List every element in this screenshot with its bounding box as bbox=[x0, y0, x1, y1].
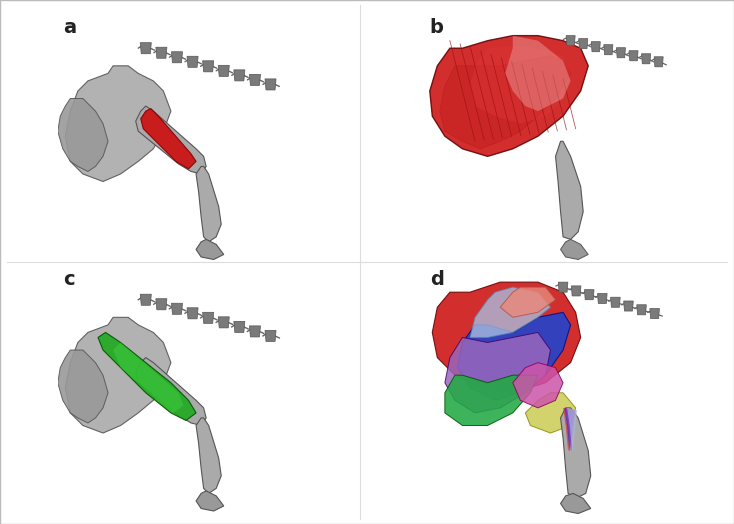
Polygon shape bbox=[265, 331, 276, 342]
Polygon shape bbox=[457, 312, 570, 400]
Polygon shape bbox=[556, 141, 584, 239]
Polygon shape bbox=[470, 287, 550, 337]
Polygon shape bbox=[58, 350, 108, 423]
Polygon shape bbox=[430, 36, 588, 156]
Polygon shape bbox=[136, 106, 206, 174]
Text: a: a bbox=[63, 18, 76, 37]
Polygon shape bbox=[617, 48, 625, 58]
Polygon shape bbox=[156, 47, 167, 58]
Polygon shape bbox=[578, 39, 588, 49]
Polygon shape bbox=[611, 297, 620, 307]
Polygon shape bbox=[218, 317, 229, 328]
Polygon shape bbox=[136, 357, 206, 425]
Polygon shape bbox=[445, 332, 550, 413]
Polygon shape bbox=[566, 36, 575, 46]
Polygon shape bbox=[561, 494, 591, 514]
Polygon shape bbox=[203, 61, 214, 72]
Polygon shape bbox=[98, 332, 196, 420]
Polygon shape bbox=[265, 79, 276, 90]
Polygon shape bbox=[65, 66, 171, 181]
Text: c: c bbox=[63, 269, 74, 289]
Polygon shape bbox=[203, 312, 214, 323]
Text: d: d bbox=[430, 269, 443, 289]
Polygon shape bbox=[113, 343, 184, 413]
Polygon shape bbox=[597, 293, 607, 303]
Polygon shape bbox=[432, 282, 581, 393]
Polygon shape bbox=[65, 318, 171, 433]
Polygon shape bbox=[196, 239, 224, 259]
Polygon shape bbox=[187, 308, 198, 319]
Polygon shape bbox=[440, 56, 570, 149]
Polygon shape bbox=[58, 99, 108, 171]
Polygon shape bbox=[563, 408, 573, 451]
Polygon shape bbox=[218, 66, 229, 77]
Polygon shape bbox=[140, 294, 151, 305]
Polygon shape bbox=[505, 36, 570, 111]
Text: b: b bbox=[430, 18, 443, 37]
Polygon shape bbox=[172, 52, 183, 63]
Polygon shape bbox=[561, 408, 591, 498]
Polygon shape bbox=[140, 42, 151, 54]
Polygon shape bbox=[234, 321, 245, 332]
Polygon shape bbox=[592, 42, 600, 52]
Polygon shape bbox=[445, 375, 538, 425]
Polygon shape bbox=[571, 286, 581, 296]
Polygon shape bbox=[470, 46, 570, 124]
Polygon shape bbox=[642, 54, 650, 64]
Polygon shape bbox=[566, 408, 576, 451]
Polygon shape bbox=[234, 70, 245, 81]
Polygon shape bbox=[567, 408, 577, 451]
Polygon shape bbox=[141, 108, 196, 169]
Polygon shape bbox=[650, 309, 659, 319]
Polygon shape bbox=[637, 305, 647, 315]
Polygon shape bbox=[584, 290, 594, 300]
Polygon shape bbox=[196, 167, 221, 242]
Polygon shape bbox=[564, 408, 575, 451]
Polygon shape bbox=[250, 326, 261, 337]
Polygon shape bbox=[654, 57, 664, 67]
Polygon shape bbox=[172, 303, 183, 314]
Polygon shape bbox=[196, 418, 221, 494]
Polygon shape bbox=[250, 74, 261, 85]
Polygon shape bbox=[196, 491, 224, 511]
Polygon shape bbox=[513, 363, 563, 408]
Polygon shape bbox=[624, 301, 633, 311]
Polygon shape bbox=[604, 45, 613, 54]
Polygon shape bbox=[500, 287, 556, 318]
Polygon shape bbox=[559, 282, 568, 292]
Polygon shape bbox=[629, 51, 638, 61]
Polygon shape bbox=[561, 239, 588, 259]
Polygon shape bbox=[187, 56, 198, 67]
Polygon shape bbox=[156, 299, 167, 310]
Polygon shape bbox=[526, 393, 575, 433]
